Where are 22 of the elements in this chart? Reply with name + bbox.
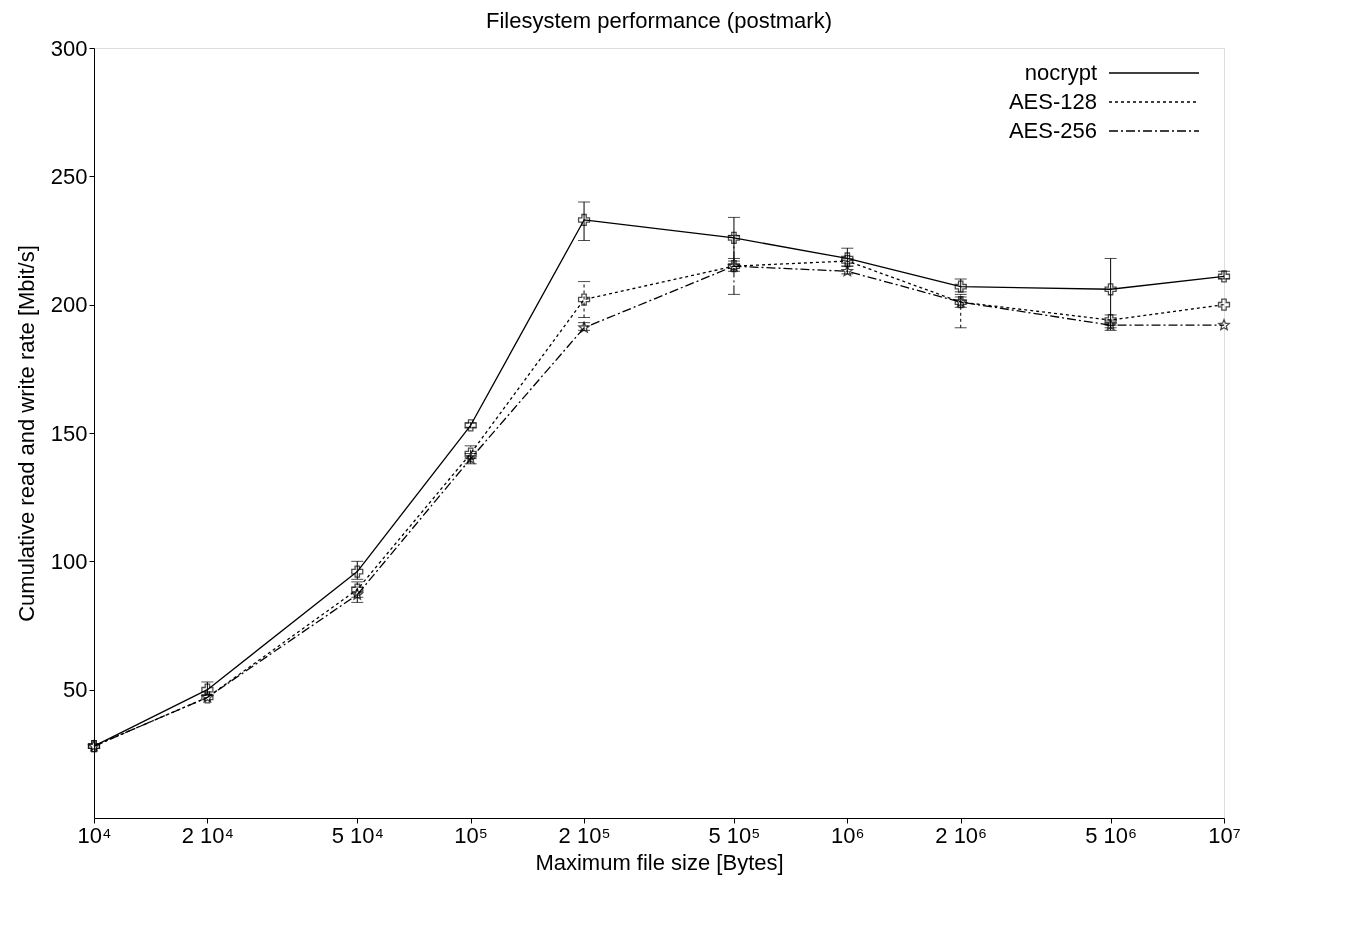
- legend-label: AES-256: [1008, 118, 1097, 143]
- x-tick-label: 5 10⁴: [331, 822, 384, 848]
- x-tick-label: 10⁴: [77, 822, 112, 848]
- legend-label: nocrypt: [1024, 60, 1097, 85]
- x-tick-label: 10⁷: [1208, 822, 1241, 848]
- y-axis-title: Cumulative read and write rate [Mbit/s]: [13, 245, 39, 622]
- y-tick-label: 150: [50, 420, 88, 446]
- x-tick-label: 2 10⁴: [181, 822, 235, 848]
- x-tick-label: 2 10⁶: [935, 822, 988, 848]
- y-tick-label: 300: [50, 35, 88, 61]
- y-tick-label: 100: [50, 548, 88, 574]
- x-tick-label: 5 10⁵: [708, 822, 761, 848]
- x-tick-label: 5 10⁶: [1085, 822, 1138, 848]
- x-tick-label: 2 10⁵: [558, 822, 611, 848]
- legend-label: AES-128: [1008, 89, 1097, 114]
- y-tick-label: 50: [63, 677, 88, 703]
- x-axis-title: Maximum file size [Bytes]: [535, 849, 784, 875]
- y-tick-label: 200: [50, 292, 88, 318]
- x-tick-label: 10⁵: [454, 822, 488, 848]
- y-tick-label: 250: [50, 163, 88, 189]
- x-tick-label: 10⁶: [831, 822, 865, 848]
- chart-title: Filesystem performance (postmark): [486, 8, 832, 33]
